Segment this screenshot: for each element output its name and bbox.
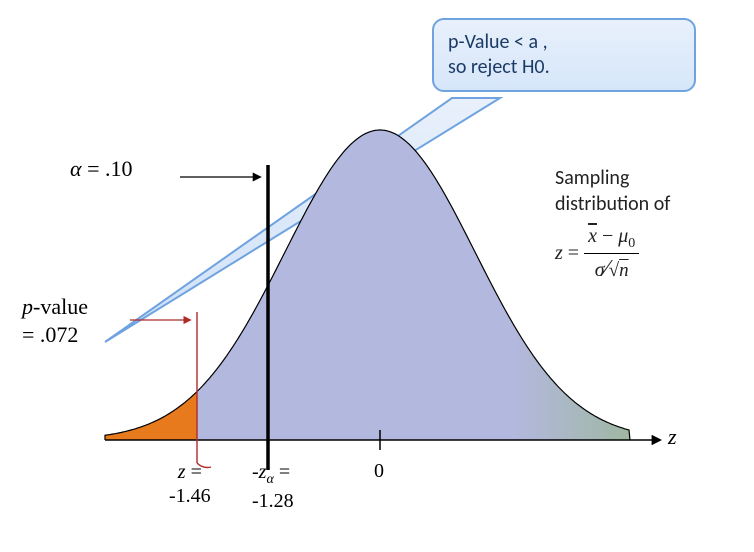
z-axis-label: z	[668, 424, 677, 450]
sampling-line1: Sampling	[555, 165, 670, 191]
sampling-formula: z = x − μ0 σ⁄√n	[555, 223, 670, 285]
pvalue-word: -value	[33, 294, 88, 319]
pvalue-line1: p-value	[22, 293, 88, 321]
callout-line1: p-Value < a ,	[448, 30, 680, 55]
callout-line2: so reject H0.	[448, 55, 680, 80]
pvalue-p: p	[22, 294, 33, 319]
pvalue-label: p-value = .072	[22, 293, 88, 348]
pvalue-line2: = .072	[22, 321, 88, 349]
alpha-symbol: α	[70, 156, 82, 181]
alpha-label: α = .10	[70, 156, 132, 182]
zobs-bot: -1.46	[169, 484, 211, 508]
zero-label: 0	[374, 460, 384, 483]
alpha-value: = .10	[82, 156, 133, 181]
decision-callout: p-Value < a , so reject H0.	[432, 18, 696, 92]
sampling-distribution-label: Sampling distribution of z = x − μ0 σ⁄√n	[555, 165, 670, 285]
sampling-line2: distribution of	[555, 191, 670, 217]
zcrit-bot: -1.28	[252, 489, 294, 513]
zcrit-top: -zα =	[252, 460, 294, 489]
z-observed-label: z = -1.46	[169, 460, 211, 508]
z-critical-label: -zα = -1.28	[252, 460, 294, 513]
zobs-top: z =	[169, 460, 211, 484]
